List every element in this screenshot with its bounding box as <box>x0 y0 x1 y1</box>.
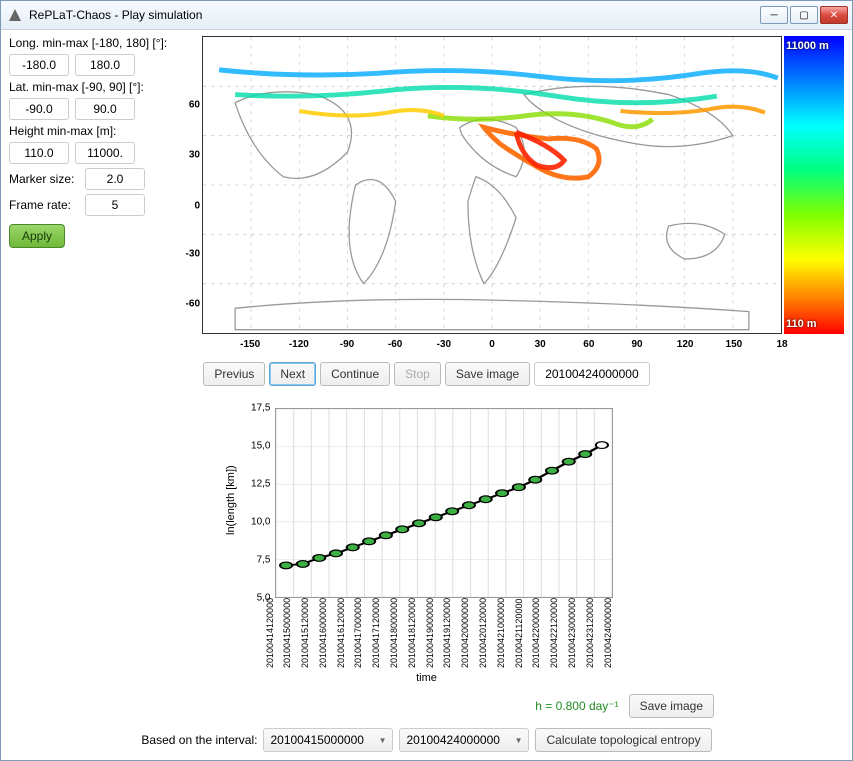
close-button[interactable]: ✕ <box>820 6 848 24</box>
save-map-image-button[interactable]: Save image <box>445 362 530 386</box>
chart-x-ticks: 2010041412000020100415000000201004151200… <box>275 598 613 668</box>
apply-button[interactable]: Apply <box>9 224 65 248</box>
lat-max-input[interactable] <box>75 98 135 120</box>
chart-x-label: time <box>227 672 627 684</box>
interval-end-value: 20100424000000 <box>406 733 499 747</box>
height-max-input[interactable] <box>75 142 135 164</box>
marker-size-input[interactable] <box>85 168 145 190</box>
frame-label: Frame rate: <box>9 198 79 212</box>
lat-label: Lat. min-max [-90, 90] [°]: <box>9 80 174 94</box>
height-min-input[interactable] <box>9 142 69 164</box>
maximize-button[interactable]: ▢ <box>790 6 818 24</box>
marker-label: Marker size: <box>9 172 79 186</box>
frame-rate-input[interactable] <box>85 194 145 216</box>
interval-end-combo[interactable]: 20100424000000 ▼ <box>399 728 529 752</box>
continue-button[interactable]: Continue <box>320 362 390 386</box>
chart-y-label: ln(length [km]) <box>225 465 237 535</box>
interval-start-combo[interactable]: 20100415000000 ▼ <box>263 728 393 752</box>
chart-frame: ln(length [km]) 5,07,510,012,515,017,5 2… <box>227 396 627 686</box>
colorbar-max: 11000 m <box>786 40 829 52</box>
chart-plot <box>275 408 613 598</box>
calculate-entropy-button[interactable]: Calculate topological entropy <box>535 728 711 752</box>
controls-panel: Long. min-max [-180, 180] [°]: Lat. min-… <box>9 36 174 356</box>
window-title: RePLaT-Chaos - Play simulation <box>29 8 760 22</box>
chart-y-ticks: 5,07,510,012,515,017,5 <box>251 408 273 598</box>
previous-button[interactable]: Previus <box>203 362 265 386</box>
titlebar: RePLaT-Chaos - Play simulation ─ ▢ ✕ <box>1 1 852 30</box>
colorbar-gradient <box>784 36 844 334</box>
timestamp-display: 20100424000000 <box>534 362 649 386</box>
next-button[interactable]: Next <box>269 362 316 386</box>
upper-panel: Long. min-max [-180, 180] [°]: Lat. min-… <box>9 36 844 356</box>
interval-label: Based on the interval: <box>141 733 257 747</box>
interval-start-value: 20100415000000 <box>270 733 363 747</box>
map-frame: 60300-30-60 -150-120-90-60-3003060901201… <box>180 36 782 356</box>
height-label: Height min-max [m]: <box>9 124 174 138</box>
map-y-axis: 60300-30-60 <box>180 36 202 334</box>
entropy-value: h = 0.800 day⁻¹ <box>535 699 618 713</box>
chevron-down-icon: ▼ <box>379 736 387 745</box>
save-chart-image-button[interactable]: Save image <box>629 694 714 718</box>
content-area: Long. min-max [-180, 180] [°]: Lat. min-… <box>1 30 852 760</box>
long-max-input[interactable] <box>75 54 135 76</box>
map-plot <box>202 36 782 334</box>
stop-button[interactable]: Stop <box>394 362 441 386</box>
app-window: RePLaT-Chaos - Play simulation ─ ▢ ✕ Lon… <box>0 0 853 761</box>
colorbar-min: 110 m <box>786 318 817 330</box>
entropy-row: h = 0.800 day⁻¹ Save image <box>9 694 844 718</box>
minimize-button[interactable]: ─ <box>760 6 788 24</box>
map-area: 60300-30-60 -150-120-90-60-3003060901201… <box>180 36 844 356</box>
chart-area: ln(length [km]) 5,07,510,012,515,017,5 2… <box>9 396 844 686</box>
colorbar: 11000 m 110 m <box>784 36 844 356</box>
app-icon <box>7 7 23 23</box>
long-min-input[interactable] <box>9 54 69 76</box>
window-buttons: ─ ▢ ✕ <box>760 6 848 24</box>
lat-min-input[interactable] <box>9 98 69 120</box>
map-x-axis: -150-120-90-60-30030609012015018 <box>202 334 782 356</box>
chevron-down-icon: ▼ <box>515 736 523 745</box>
long-label: Long. min-max [-180, 180] [°]: <box>9 36 174 50</box>
interval-row: Based on the interval: 20100415000000 ▼ … <box>9 728 844 752</box>
playback-buttons: Previus Next Continue Stop Save image 20… <box>9 362 844 386</box>
